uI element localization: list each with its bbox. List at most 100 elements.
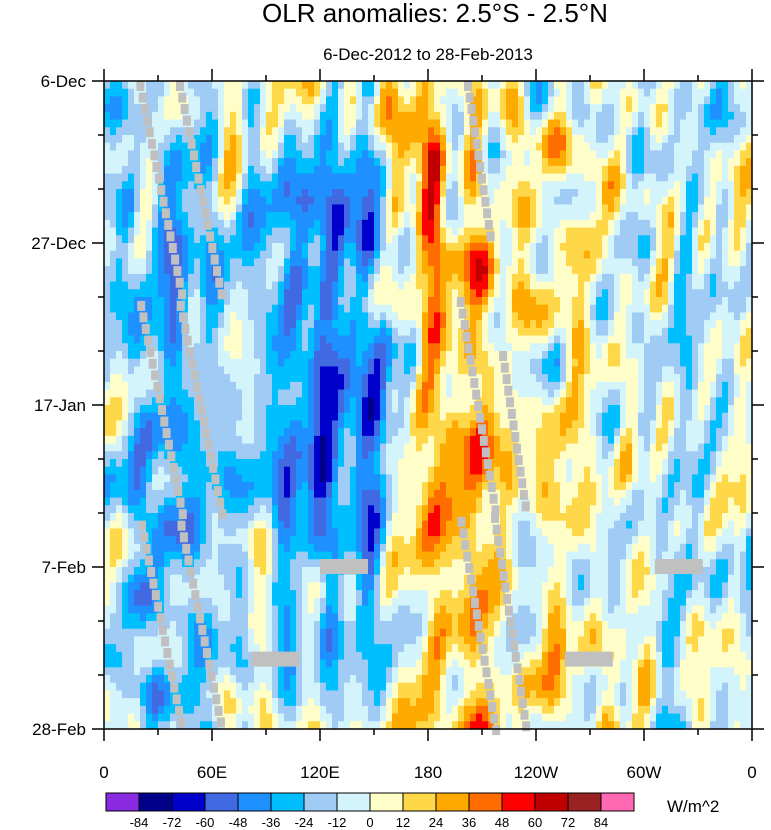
heatmap-cell <box>290 173 297 182</box>
heatmap-cell <box>284 266 291 275</box>
heatmap-cell <box>446 397 453 406</box>
heatmap-cell <box>362 158 369 167</box>
heatmap-cell <box>356 258 363 267</box>
heatmap-cell <box>434 250 441 260</box>
heatmap-cell <box>404 219 411 229</box>
heatmap-cell <box>620 135 627 144</box>
heatmap-cell <box>728 158 735 167</box>
heatmap-cell <box>698 111 705 121</box>
heatmap-cell <box>188 397 195 406</box>
heatmap-cell <box>584 374 591 383</box>
heatmap-cell <box>140 212 147 221</box>
heatmap-cell <box>716 150 723 159</box>
heatmap-cell <box>638 312 645 321</box>
heatmap-cell <box>398 250 405 260</box>
heatmap-cell <box>308 297 315 306</box>
heatmap-cell <box>404 258 411 267</box>
heatmap-cell <box>410 111 417 121</box>
heatmap-cell <box>188 96 195 105</box>
heatmap-cell <box>476 88 483 98</box>
heatmap-cell <box>446 150 453 159</box>
heatmap-cell <box>722 258 729 267</box>
heatmap-cell <box>320 381 327 391</box>
heatmap-cell <box>122 250 129 260</box>
heatmap-cell <box>692 173 699 182</box>
heatmap-cell <box>482 165 489 175</box>
heatmap-cell <box>374 312 381 321</box>
heatmap-cell <box>122 235 129 244</box>
heatmap-cell <box>404 405 411 414</box>
heatmap-cell <box>530 81 537 90</box>
heatmap-cell <box>614 405 621 414</box>
heatmap-cell <box>260 111 267 121</box>
heatmap-cell <box>290 158 297 167</box>
heatmap-cell <box>404 381 411 391</box>
heatmap-cell <box>644 127 651 136</box>
heatmap-cell <box>560 312 567 321</box>
heatmap-cell <box>122 142 129 152</box>
heatmap-cell <box>404 189 411 198</box>
heatmap-cell <box>308 165 315 175</box>
heatmap-cell <box>548 343 555 352</box>
heatmap-cell <box>662 397 669 406</box>
heatmap-cell <box>386 88 393 98</box>
heatmap-cell <box>698 150 705 159</box>
heatmap-cell <box>440 235 447 244</box>
heatmap-cell <box>116 435 123 445</box>
heatmap-cell <box>542 165 549 175</box>
heatmap-cell <box>290 281 297 290</box>
heatmap-cell <box>146 366 153 375</box>
chart-subtitle: 6-Dec-2012 to 28-Feb-2013 <box>323 45 533 64</box>
heatmap-cell <box>122 150 129 159</box>
heatmap-cell <box>110 119 117 128</box>
heatmap-cell <box>722 250 729 260</box>
heatmap-cell <box>614 96 621 105</box>
heatmap-cell <box>644 397 651 406</box>
heatmap-cell <box>602 250 609 260</box>
heatmap-cell <box>254 88 261 98</box>
heatmap-cell <box>542 189 549 198</box>
heatmap-cell <box>578 111 585 121</box>
heatmap-cell <box>356 420 363 429</box>
heatmap-cell <box>332 135 339 144</box>
heatmap-cell <box>380 235 387 244</box>
heatmap-cell <box>488 165 495 175</box>
heatmap-cell <box>200 142 207 152</box>
heatmap-cell <box>602 412 609 422</box>
heatmap-cell <box>230 88 237 98</box>
heatmap-cell <box>536 243 543 252</box>
heatmap-cell <box>332 351 339 360</box>
heatmap-cell <box>488 204 495 213</box>
heatmap-cell <box>278 343 285 352</box>
heatmap-cell <box>722 88 729 98</box>
heatmap-cell <box>278 312 285 321</box>
heatmap-cell <box>164 104 171 113</box>
heatmap-cell <box>356 204 363 213</box>
heatmap-cell <box>674 165 681 175</box>
heatmap-cell <box>614 258 621 267</box>
heatmap-cell <box>344 266 351 275</box>
heatmap-cell <box>254 297 261 306</box>
heatmap-cell <box>716 250 723 260</box>
heatmap-cell <box>140 374 147 383</box>
heatmap-cell <box>116 304 123 314</box>
heatmap-cell <box>692 227 699 236</box>
heatmap-cell <box>692 405 699 414</box>
heatmap-cell <box>116 150 123 159</box>
heatmap-cell <box>362 189 369 198</box>
heatmap-cell <box>632 173 639 182</box>
heatmap-cell <box>140 358 147 368</box>
heatmap-cell <box>536 266 543 275</box>
heatmap-cell <box>296 104 303 113</box>
heatmap-cell <box>386 165 393 175</box>
chart-title: OLR anomalies: 2.5°S - 2.5°N <box>262 0 608 28</box>
heatmap-cell <box>572 165 579 175</box>
heatmap-cell <box>110 227 117 236</box>
heatmap-cell <box>668 335 675 344</box>
heatmap-cell <box>536 150 543 159</box>
heatmap-cell <box>302 219 309 229</box>
heatmap-cell <box>530 127 537 136</box>
heatmap-cell <box>212 111 219 121</box>
heatmap-cell <box>716 312 723 321</box>
heatmap-cell <box>200 343 207 352</box>
